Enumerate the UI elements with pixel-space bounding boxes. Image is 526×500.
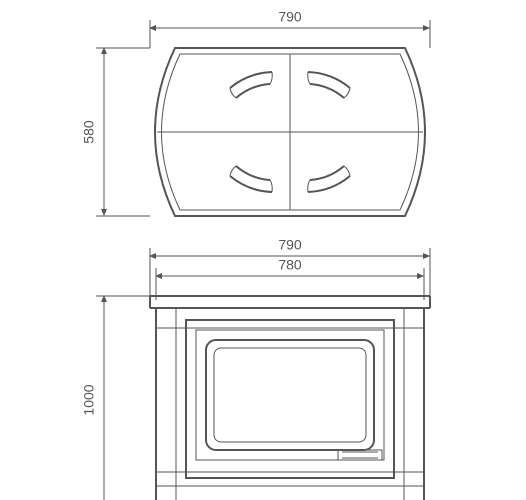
front-height-label: 1000	[81, 384, 97, 415]
front-inner-width-dimension: 780	[156, 257, 424, 300]
top-height-dimension: 580	[81, 48, 150, 216]
dimension-drawing: 790 580	[0, 0, 526, 500]
top-outline	[155, 48, 425, 216]
front-inner-width-label: 780	[278, 257, 302, 273]
top-view: 790 580	[81, 9, 430, 216]
front-height-dimension: 1000	[81, 296, 150, 500]
top-width-label: 790	[278, 9, 302, 25]
door-handle	[338, 450, 382, 460]
top-height-label: 580	[81, 120, 97, 144]
front-view: 790 780 1000	[81, 237, 430, 500]
top-width-dimension: 790	[150, 9, 430, 48]
front-body	[150, 296, 430, 500]
front-outer-width-label: 790	[278, 237, 302, 253]
